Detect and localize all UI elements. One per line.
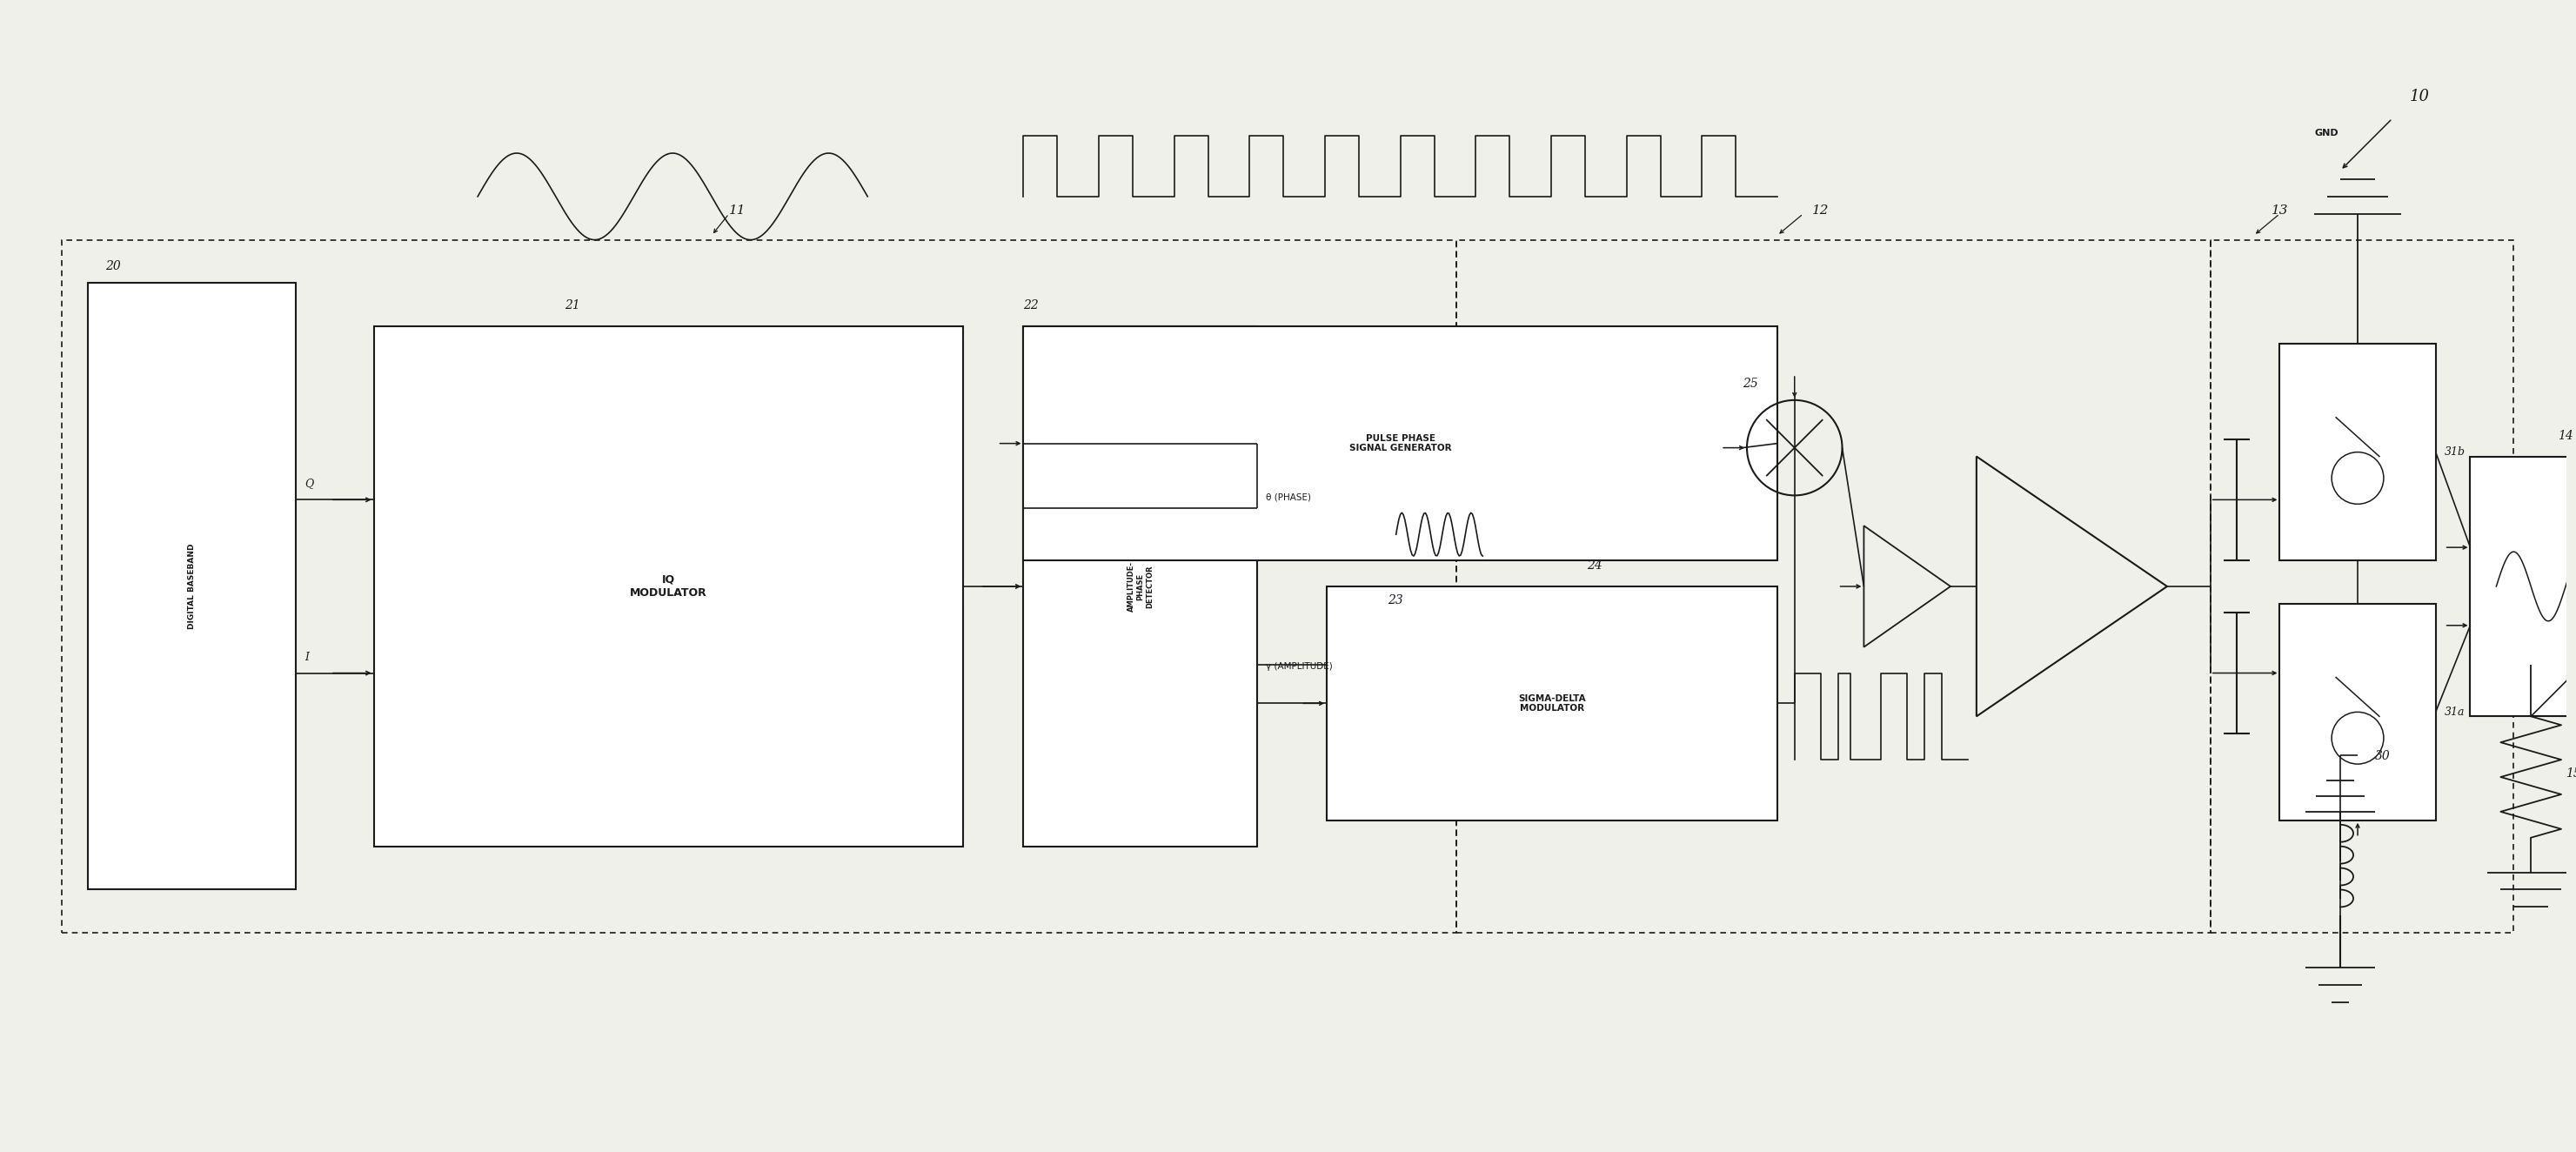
Bar [374, 326, 963, 847]
Bar [1455, 240, 2210, 933]
Bar [88, 283, 296, 889]
Text: GND: GND [2313, 129, 2339, 137]
Bar [2210, 240, 2514, 933]
Text: 24: 24 [1587, 560, 1602, 571]
Text: 21: 21 [564, 300, 580, 312]
Text: PULSE PHASE
SIGNAL GENERATOR: PULSE PHASE SIGNAL GENERATOR [1350, 434, 1450, 453]
Text: 23: 23 [1388, 594, 1404, 606]
Text: 22: 22 [1023, 300, 1038, 312]
Text: 10: 10 [2409, 89, 2429, 105]
Text: 20: 20 [106, 260, 121, 273]
Text: IQ
MODULATOR: IQ MODULATOR [629, 574, 706, 599]
Bar [2470, 456, 2576, 717]
Text: 31a: 31a [2445, 706, 2465, 718]
Bar [2280, 604, 2437, 820]
Bar [1023, 326, 1257, 847]
Text: 15: 15 [2566, 767, 2576, 780]
Text: SIGMA-DELTA
MODULATOR: SIGMA-DELTA MODULATOR [1517, 694, 1587, 713]
Text: θ (PHASE): θ (PHASE) [1265, 493, 1311, 501]
Bar [1327, 586, 1777, 820]
Text: DIGITAL BASEBAND: DIGITAL BASEBAND [188, 544, 196, 629]
Text: 12: 12 [1811, 204, 1829, 217]
Text: 30: 30 [2375, 750, 2391, 763]
Bar [2280, 343, 2437, 560]
Text: Q: Q [304, 478, 314, 490]
Text: 25: 25 [1741, 378, 1757, 389]
Bar [62, 240, 1455, 933]
Text: 13: 13 [2272, 204, 2287, 217]
Text: 14: 14 [2558, 430, 2573, 441]
Text: AMPLITUDE-
PHASE
DETECTOR: AMPLITUDE- PHASE DETECTOR [1128, 561, 1154, 612]
Text: 31b: 31b [2445, 447, 2465, 457]
Text: γ (AMPLITUDE): γ (AMPLITUDE) [1265, 661, 1332, 670]
Text: I: I [304, 651, 309, 662]
Text: 11: 11 [729, 204, 747, 217]
Bar [1023, 326, 1777, 560]
